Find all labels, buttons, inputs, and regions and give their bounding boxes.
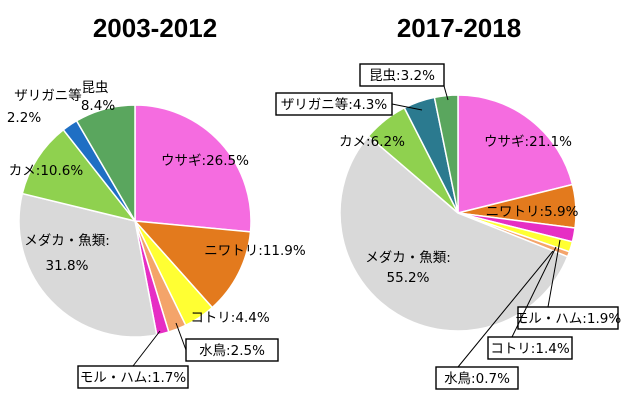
chart2-label-bird: コトリ:1.4% [490,341,570,357]
chart2-slice-5 [339,135,569,332]
chart2-leader-molham [547,239,561,308]
chart2-callout-insect-box [359,63,445,87]
chart2-leader-crayfish [391,103,423,111]
chart2-slice-0 [457,94,574,214]
chart1-label-chicken: ニワトリ:11.9% [204,243,306,259]
chart1-label-insect-name: 昆虫 [82,80,109,96]
chart1-slice-1 [133,220,252,309]
chart2-label-turtle: カメ:6.2% [339,134,405,150]
chart1-slice-6 [21,128,137,223]
chart2-callout-molham-box [517,306,619,330]
chart2-leader-bird [511,246,557,338]
chart1-label-turtle: カメ:10.6% [9,163,84,179]
chart2-label-crayfish: ザリガニ等:4.3% [281,96,388,113]
chart2-label-insect: 昆虫:3.2% [369,68,435,84]
chart1-title: 2003-2012 [93,13,217,43]
chart2-label-chicken: ニワトリ:5.9% [486,204,579,220]
chart2-label-waterfowl: 水鳥:0.7% [444,371,510,387]
chart1-slice-5 [18,192,158,338]
chart2-callout-bird-box [487,336,573,360]
chart1-label-fish-name: メダカ・魚類: [24,233,110,249]
chart2-label-fish-name: メダカ・魚類: [365,250,451,266]
chart2-leader-waterfowl [457,250,554,368]
chart2-slice-8 [433,94,459,214]
chart1-leader-waterfowl [175,322,187,351]
chart1-label-molham: モル・ハム:1.7% [80,370,187,386]
chart1-label-bird: コトリ:4.4% [190,310,270,326]
chart1-label-crayfish-value: 2.2% [7,110,41,126]
chart2-callout-waterfowl-box [435,366,519,390]
chart2-label-rabbit: ウサギ:21.1% [484,134,572,150]
chart1-label-waterfowl: 水鳥:2.5% [199,343,265,359]
chart1-slice-0 [134,104,252,233]
chart2-label-molham: モル・ハム:1.9% [515,311,622,327]
chart1-label-fish-value: 31.8% [46,258,89,274]
chart2-leader-insect [443,85,449,101]
chart1-leader-molham [132,330,161,367]
chart1-label-crayfish-name: ザリガニ等 [14,87,82,104]
chart1-pie [18,104,252,338]
chart1-label-insect-value: 8.4% [81,98,115,114]
chart1-label-rabbit: ウサギ:26.5% [161,153,249,169]
chart2-pie [339,94,577,332]
chart1-slice-8 [75,104,136,224]
chart2-title: 2017-2018 [397,13,521,43]
chart2-label-fish-value: 55.2% [387,270,430,286]
